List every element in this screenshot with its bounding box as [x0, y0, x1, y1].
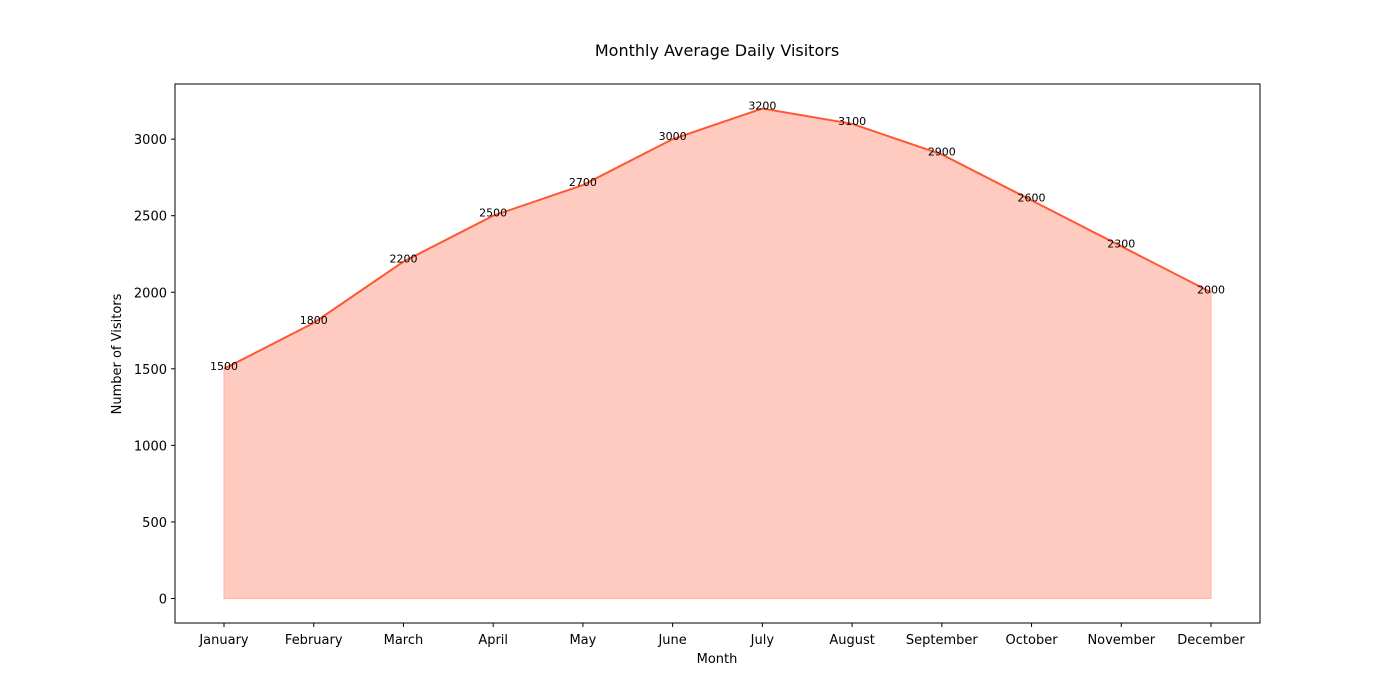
data-label: 1800 [300, 314, 328, 327]
x-tick-label: January [198, 633, 249, 648]
area-fill [223, 107, 1212, 599]
x-tick-label: April [478, 633, 508, 648]
data-label: 1500 [210, 360, 238, 373]
data-label: 2600 [1018, 191, 1046, 204]
y-tick-label: 500 [142, 516, 167, 531]
y-axis: 0 500 1000 1500 2000 2500 3000 [134, 133, 175, 608]
plot-area: 1500 1800 2200 2500 2700 3000 3200 3100 2900 2600… [210, 100, 1225, 599]
x-axis-label: Month [697, 652, 738, 667]
x-tick-label: October [1006, 633, 1059, 648]
y-tick-label: 1500 [134, 363, 167, 378]
y-tick-label: 2000 [134, 286, 167, 301]
y-tick-label: 1000 [134, 439, 167, 454]
data-label: 3100 [838, 115, 866, 128]
y-tick-label: 2500 [134, 210, 167, 225]
x-tick-label: September [906, 633, 979, 648]
x-tick-label: February [285, 633, 343, 648]
series-line [223, 107, 1212, 370]
data-label: 3200 [748, 100, 776, 113]
chart-title: Monthly Average Daily Visitors [595, 41, 839, 60]
x-tick-label: June [657, 633, 686, 648]
data-label: 2300 [1107, 237, 1135, 250]
data-label: 2500 [479, 207, 507, 220]
data-label: 2700 [569, 176, 597, 189]
y-tick-label: 3000 [134, 133, 167, 148]
data-label: 2200 [389, 253, 417, 266]
x-tick-label: December [1177, 633, 1245, 648]
x-tick-label: August [829, 633, 875, 648]
x-tick-label: May [569, 633, 596, 648]
y-axis-label: Number of Visitors [110, 293, 125, 414]
x-tick-label: March [384, 633, 424, 648]
x-tick-label: November [1087, 633, 1155, 648]
data-label: 3000 [659, 130, 687, 143]
data-label: 2900 [928, 145, 956, 158]
x-axis: January February March April May June July Augu… [198, 623, 1245, 648]
data-label: 2000 [1197, 283, 1225, 296]
y-tick-label: 0 [159, 593, 167, 608]
x-tick-label: July [750, 633, 775, 648]
plot-frame [174, 83, 1261, 624]
